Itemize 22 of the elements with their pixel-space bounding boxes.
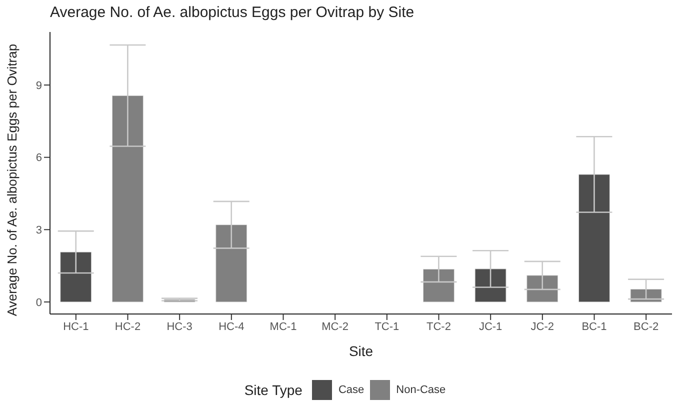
legend-label: Case [338, 384, 364, 396]
x-tick-label: HC-1 [63, 320, 89, 333]
x-tick-label: HC-3 [166, 320, 192, 333]
legend-label: Non-Case [396, 384, 446, 396]
chart-title: Average No. of Ae. albopictus Eggs per Ovitrap by Site [50, 4, 414, 21]
y-tick-label: 9 [36, 80, 42, 92]
y-axis-title: Average No. of Ae. albopictus Eggs per Ovitrap [4, 44, 20, 316]
x-axis-title: Site [348, 343, 374, 359]
x-tick-label: HC-4 [218, 320, 244, 333]
x-tick-label: HC-2 [114, 320, 141, 333]
x-tick-label: TC-2 [426, 320, 451, 333]
x-tick-label: BC-2 [634, 320, 659, 333]
y-tick-label: 3 [36, 224, 42, 237]
x-tick-label: TC-1 [374, 320, 400, 333]
x-tick-label: BC-1 [582, 320, 607, 333]
y-tick-label: 0 [36, 296, 42, 309]
x-tick-label: MC-1 [270, 320, 297, 333]
x-tick-label: JC-2 [530, 320, 554, 333]
legend-title: Site Type [244, 382, 302, 398]
x-tick-label: MC-2 [322, 320, 349, 333]
x-tick-label: JC-1 [478, 320, 502, 333]
y-tick-label: 6 [36, 152, 42, 164]
